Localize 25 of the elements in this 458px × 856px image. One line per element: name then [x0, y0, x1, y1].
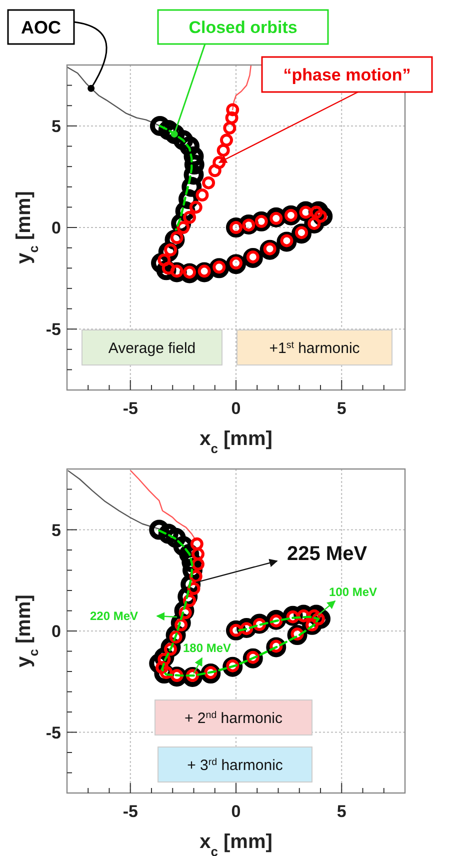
y-tick-label: 5 [52, 520, 61, 540]
annotation: Closed orbits [188, 18, 298, 38]
x-tick-label: -5 [122, 399, 138, 418]
annotation: Average field [108, 340, 196, 357]
annotation: 100 MeV [329, 585, 378, 599]
x-tick-label: 0 [231, 802, 241, 821]
annotation: + 3$^{rd}$ harmonic [187, 756, 284, 774]
annotation: + 2$^{nd}$ harmonic [184, 709, 283, 727]
annotation: AOC [21, 17, 61, 38]
y-tick-label: 0 [52, 622, 61, 641]
x-tick-label: 5 [336, 802, 346, 821]
annotation: 225 MeV [287, 543, 368, 565]
x-tick-label: 0 [231, 399, 241, 418]
y-tick-label: 0 [52, 218, 61, 238]
x-tick-label: 5 [336, 399, 346, 418]
x-axis-title: x$_{c}$ [mm] [200, 428, 272, 456]
y-tick-label: 5 [52, 116, 61, 136]
annotation: 220 MeV [90, 609, 138, 623]
y-tick-label: -5 [46, 320, 61, 340]
annotation: “phase motion” [283, 66, 411, 85]
y-tick-label: -5 [46, 723, 61, 742]
annotation: 180 MeV [183, 641, 232, 655]
x-axis-title: x$_{c}$ [mm] [200, 831, 272, 856]
annotation: +1$^{st}$ harmonic [269, 339, 360, 357]
x-tick-label: -5 [122, 802, 138, 821]
